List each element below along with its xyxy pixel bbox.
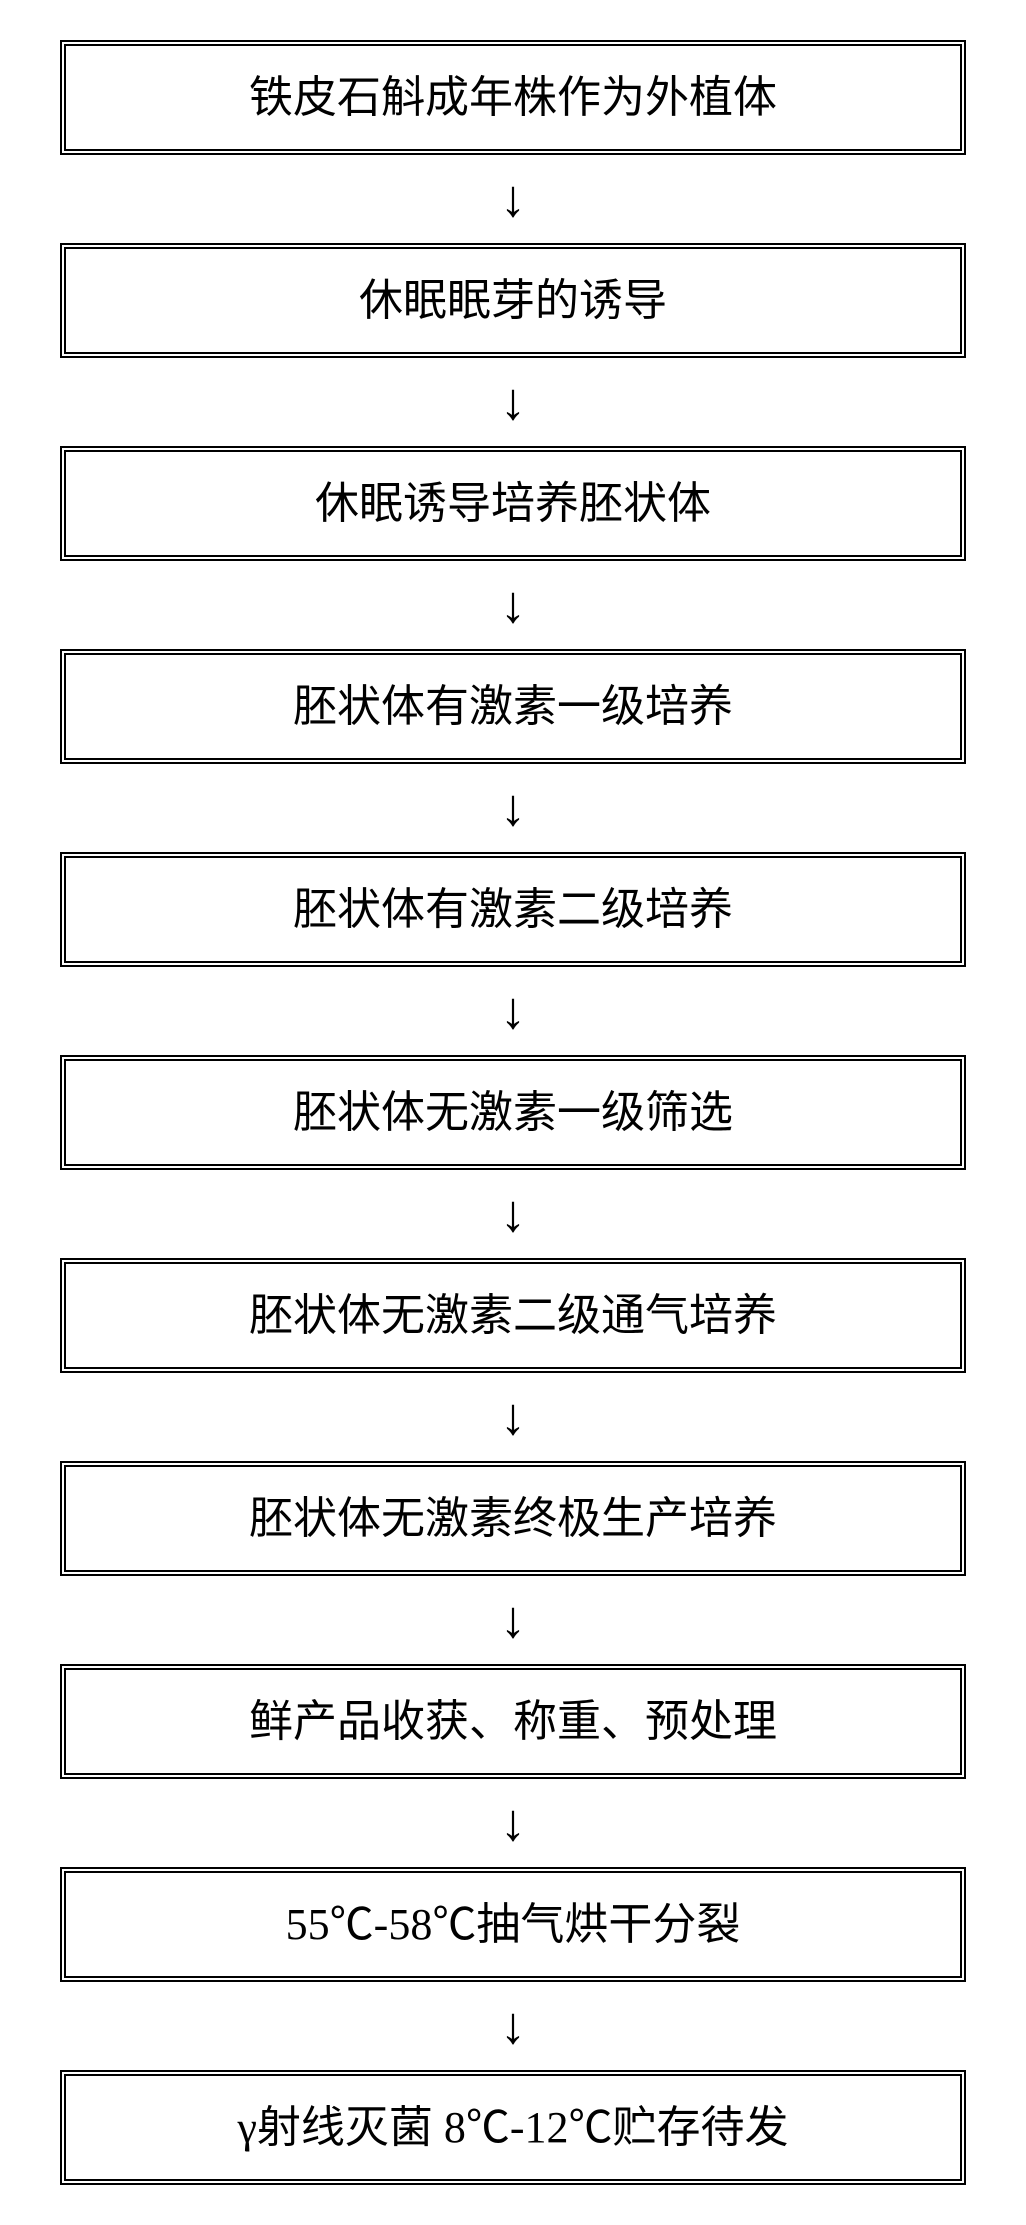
flow-arrow-icon: ↓ [500,2000,526,2052]
flow-step-label: 胚状体有激素一级培养 [293,682,733,731]
flow-arrow-icon: ↓ [500,173,526,225]
flow-arrow-icon: ↓ [500,1391,526,1443]
flow-step-1: 休眠眠芽的诱导 [60,243,966,358]
flow-step-2: 休眠诱导培养胚状体 [60,446,966,561]
flow-step-label: 铁皮石斛成年株作为外植体 [249,73,777,122]
flow-step-label: 胚状体无激素二级通气培养 [249,1291,777,1340]
flow-arrow-icon: ↓ [500,782,526,834]
flow-step-3: 胚状体有激素一级培养 [60,649,966,764]
flow-arrow-icon: ↓ [500,376,526,428]
flow-arrow-icon: ↓ [500,1797,526,1849]
flow-step-label: 胚状体无激素终极生产培养 [249,1494,777,1543]
flow-step-label: γ射线灭菌 8℃-12℃贮存待发 [237,2103,788,2152]
flow-arrow-icon: ↓ [500,1594,526,1646]
flow-step-5: 胚状体无激素一级筛选 [60,1055,966,1170]
flow-arrow-icon: ↓ [500,579,526,631]
flow-step-label: 胚状体有激素二级培养 [293,885,733,934]
flow-arrow-icon: ↓ [500,985,526,1037]
flow-step-4: 胚状体有激素二级培养 [60,852,966,967]
flow-step-6: 胚状体无激素二级通气培养 [60,1258,966,1373]
flow-step-9: 55℃-58℃抽气烘干分裂 [60,1867,966,1982]
flow-step-label: 胚状体无激素一级筛选 [293,1088,733,1137]
flow-step-7: 胚状体无激素终极生产培养 [60,1461,966,1576]
flow-step-10: γ射线灭菌 8℃-12℃贮存待发 [60,2070,966,2185]
flow-step-label: 休眠眠芽的诱导 [359,276,667,325]
flow-step-8: 鲜产品收获、称重、预处理 [60,1664,966,1779]
flowchart-container: 铁皮石斛成年株作为外植体 ↓ 休眠眠芽的诱导 ↓ 休眠诱导培养胚状体 ↓ 胚状体… [60,40,966,2185]
flow-step-label: 鲜产品收获、称重、预处理 [249,1697,777,1746]
flow-step-0: 铁皮石斛成年株作为外植体 [60,40,966,155]
flow-arrow-icon: ↓ [500,1188,526,1240]
flow-step-label: 55℃-58℃抽气烘干分裂 [286,1900,741,1949]
flow-step-label: 休眠诱导培养胚状体 [315,479,711,528]
